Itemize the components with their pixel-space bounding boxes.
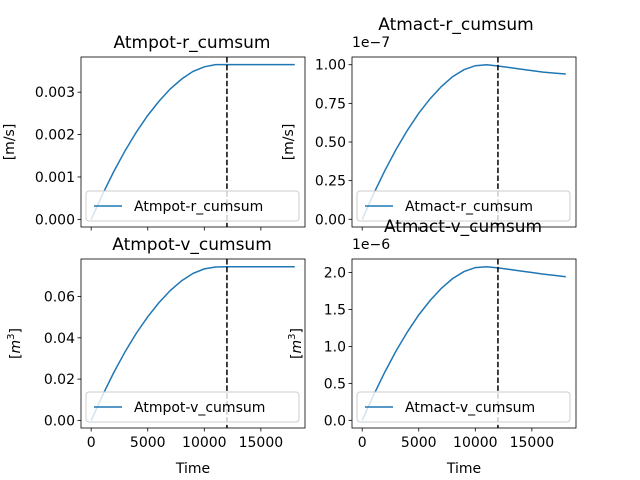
series-line: [361, 63, 566, 220]
ylabel-exponent: 3: [287, 333, 298, 339]
xtick-label: 5000: [401, 435, 437, 451]
axes-frame: [80, 258, 306, 429]
ytick-label: 0.001: [35, 170, 75, 186]
subplot-title: Atmpot-r_cumsum: [114, 33, 271, 53]
ytick-label: 0.50: [315, 135, 346, 151]
ytick-label: 0.06: [44, 290, 75, 306]
ytick-label: 0.00: [44, 413, 75, 429]
subplot-3: 0.00 0.02 0.04 0.06 0 5000 10000 15000 Atmpot-v_…: [6, 235, 306, 477]
series-line: [361, 265, 566, 421]
ylabel: [m3]: [287, 328, 305, 359]
ylabel: [m/s]: [2, 124, 18, 161]
subplot-1: 0.000 0.001 0.002 0.003 Atmpot-r_cumsum Atmpo…: [2, 33, 306, 231]
legend: Atmpot-v_cumsum: [85, 391, 300, 423]
series-line: [90, 63, 295, 220]
xtick-label: 10000: [182, 435, 227, 451]
xtick-label: 15000: [239, 435, 284, 451]
subplot-title: Atmact-v_cumsum: [384, 217, 542, 237]
ylabel-unit: m: [8, 340, 24, 354]
axes-frame: [351, 258, 577, 429]
xlabel: Time: [446, 461, 481, 477]
legend: Atmact-v_cumsum: [356, 391, 571, 423]
ytick-label: 2.0: [324, 266, 346, 282]
subplot-2: 0.00 0.25 0.50 0.75 1.00 Atmact-r_cumsum Atmac…: [281, 15, 577, 231]
ytick-label: 1.5: [324, 302, 346, 318]
legend-frame: [85, 190, 300, 222]
xlabel: Time: [175, 461, 210, 477]
legend-label: Atmpot-v_cumsum: [134, 400, 265, 416]
legend-frame: [85, 391, 300, 423]
xtick-label: 5000: [130, 435, 166, 451]
ytick-label: 0.002: [35, 128, 75, 144]
offset-label: 1e−7: [352, 35, 390, 51]
legend-frame: [356, 391, 571, 423]
ytick-label: 0.04: [44, 331, 75, 347]
ytick-label: 0.5: [324, 376, 346, 392]
subplot-title: Atmpot-v_cumsum: [112, 235, 272, 255]
ytick-label: 0.000: [35, 212, 75, 228]
ylabel-exponent: 3: [6, 333, 17, 339]
xtick-label: 0: [87, 435, 96, 451]
ytick-label: 0.003: [35, 85, 75, 101]
legend-label: Atmact-v_cumsum: [405, 400, 535, 416]
xtick-label: 10000: [453, 435, 498, 451]
legend: Atmpot-r_cumsum: [85, 190, 300, 222]
legend-frame: [356, 190, 571, 222]
offset-label: 1e−6: [352, 237, 390, 253]
ylabel: [m/s]: [281, 124, 297, 161]
series-line: [90, 266, 295, 421]
ylabel: [m3]: [6, 328, 24, 359]
axes-frame: [80, 56, 306, 228]
ytick-label: 0.0: [324, 413, 346, 429]
ytick-label: 0.02: [44, 372, 75, 388]
legend-label: Atmact-r_cumsum: [405, 199, 533, 215]
axes-frame: [351, 56, 577, 228]
ytick-label: 1.0: [324, 339, 346, 355]
subplot-title: Atmact-r_cumsum: [378, 15, 533, 35]
ylabel-unit: m: [289, 340, 305, 354]
ylabel-close: ]: [289, 328, 305, 333]
xtick-label: 15000: [510, 435, 555, 451]
ylabel-close: ]: [8, 328, 24, 333]
ytick-label: 1.00: [315, 58, 346, 74]
ytick-label: 0.75: [315, 96, 346, 112]
ytick-label: 0.00: [315, 212, 346, 228]
ytick-label: 0.25: [315, 174, 346, 190]
subplot-4: 0.0 0.5 1.0 1.5 2.0 0 5000 10000 15000 Atmact-v_c…: [287, 217, 577, 477]
xtick-label: 0: [358, 435, 367, 451]
legend-label: Atmpot-r_cumsum: [134, 199, 263, 215]
legend: Atmact-r_cumsum: [356, 190, 571, 222]
